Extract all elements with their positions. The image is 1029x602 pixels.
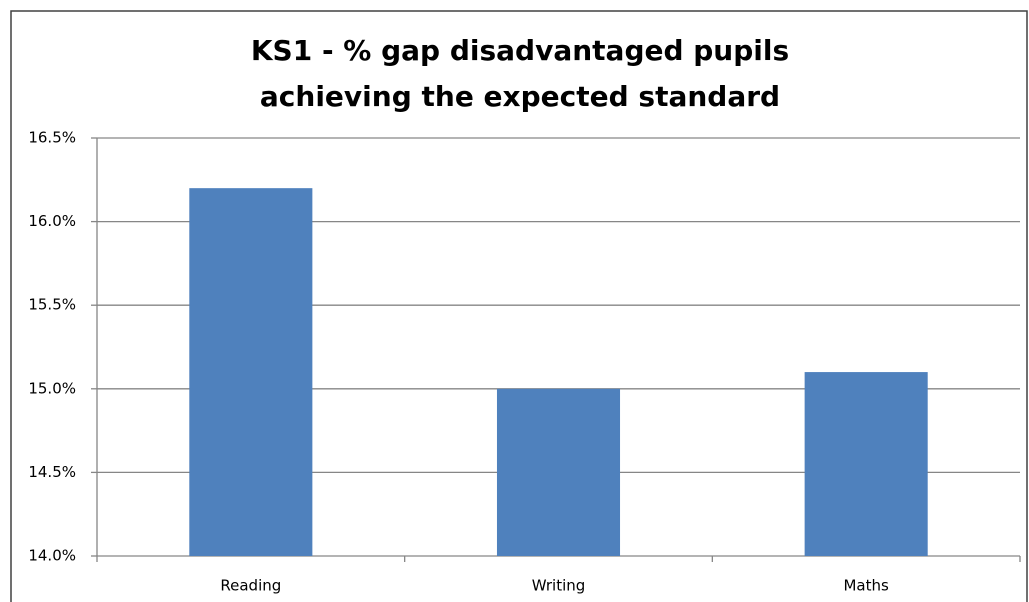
- x-tick-label: Reading: [220, 577, 281, 595]
- chart-title: KS1 - % gap disadvantaged pupils achievi…: [250, 34, 790, 113]
- x-tick-label: Writing: [532, 577, 586, 595]
- y-tick-label: 15.0%: [28, 379, 76, 397]
- y-tick-label: 16.5%: [28, 129, 76, 147]
- bar: [189, 188, 313, 556]
- x-tick-label: Maths: [843, 577, 889, 595]
- bar: [496, 388, 621, 556]
- bar: [804, 372, 928, 556]
- y-tick-label: 16.0%: [28, 212, 76, 230]
- y-tick-label: 15.5%: [28, 296, 76, 314]
- y-tick-label: 14.0%: [28, 547, 76, 565]
- y-tick-label: 14.5%: [28, 463, 76, 481]
